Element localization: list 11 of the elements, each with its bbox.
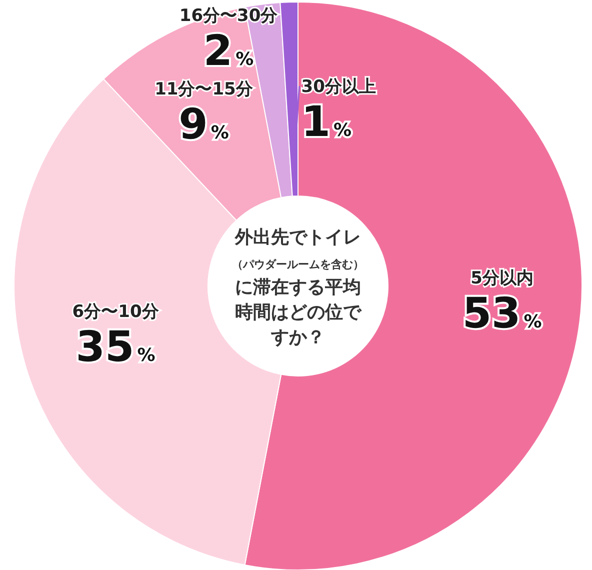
value-label: 53% [462,288,542,338]
title: 外出先でトイレ（パウダールームを含む）に滞在する平均時間はどの位ですか？ [232,227,364,348]
category-label: 11分〜15分 [154,80,253,100]
value-label: 9% [178,100,229,149]
value-label: 1% [301,97,352,146]
category-label: 6分〜10分 [72,302,159,322]
category-label: 5分以内 [470,268,534,288]
category-label: 30分以上 [301,77,376,98]
value-label: 35% [76,322,156,371]
value-label: 2% [203,26,254,75]
category-label: 16分〜30分 [179,6,278,26]
